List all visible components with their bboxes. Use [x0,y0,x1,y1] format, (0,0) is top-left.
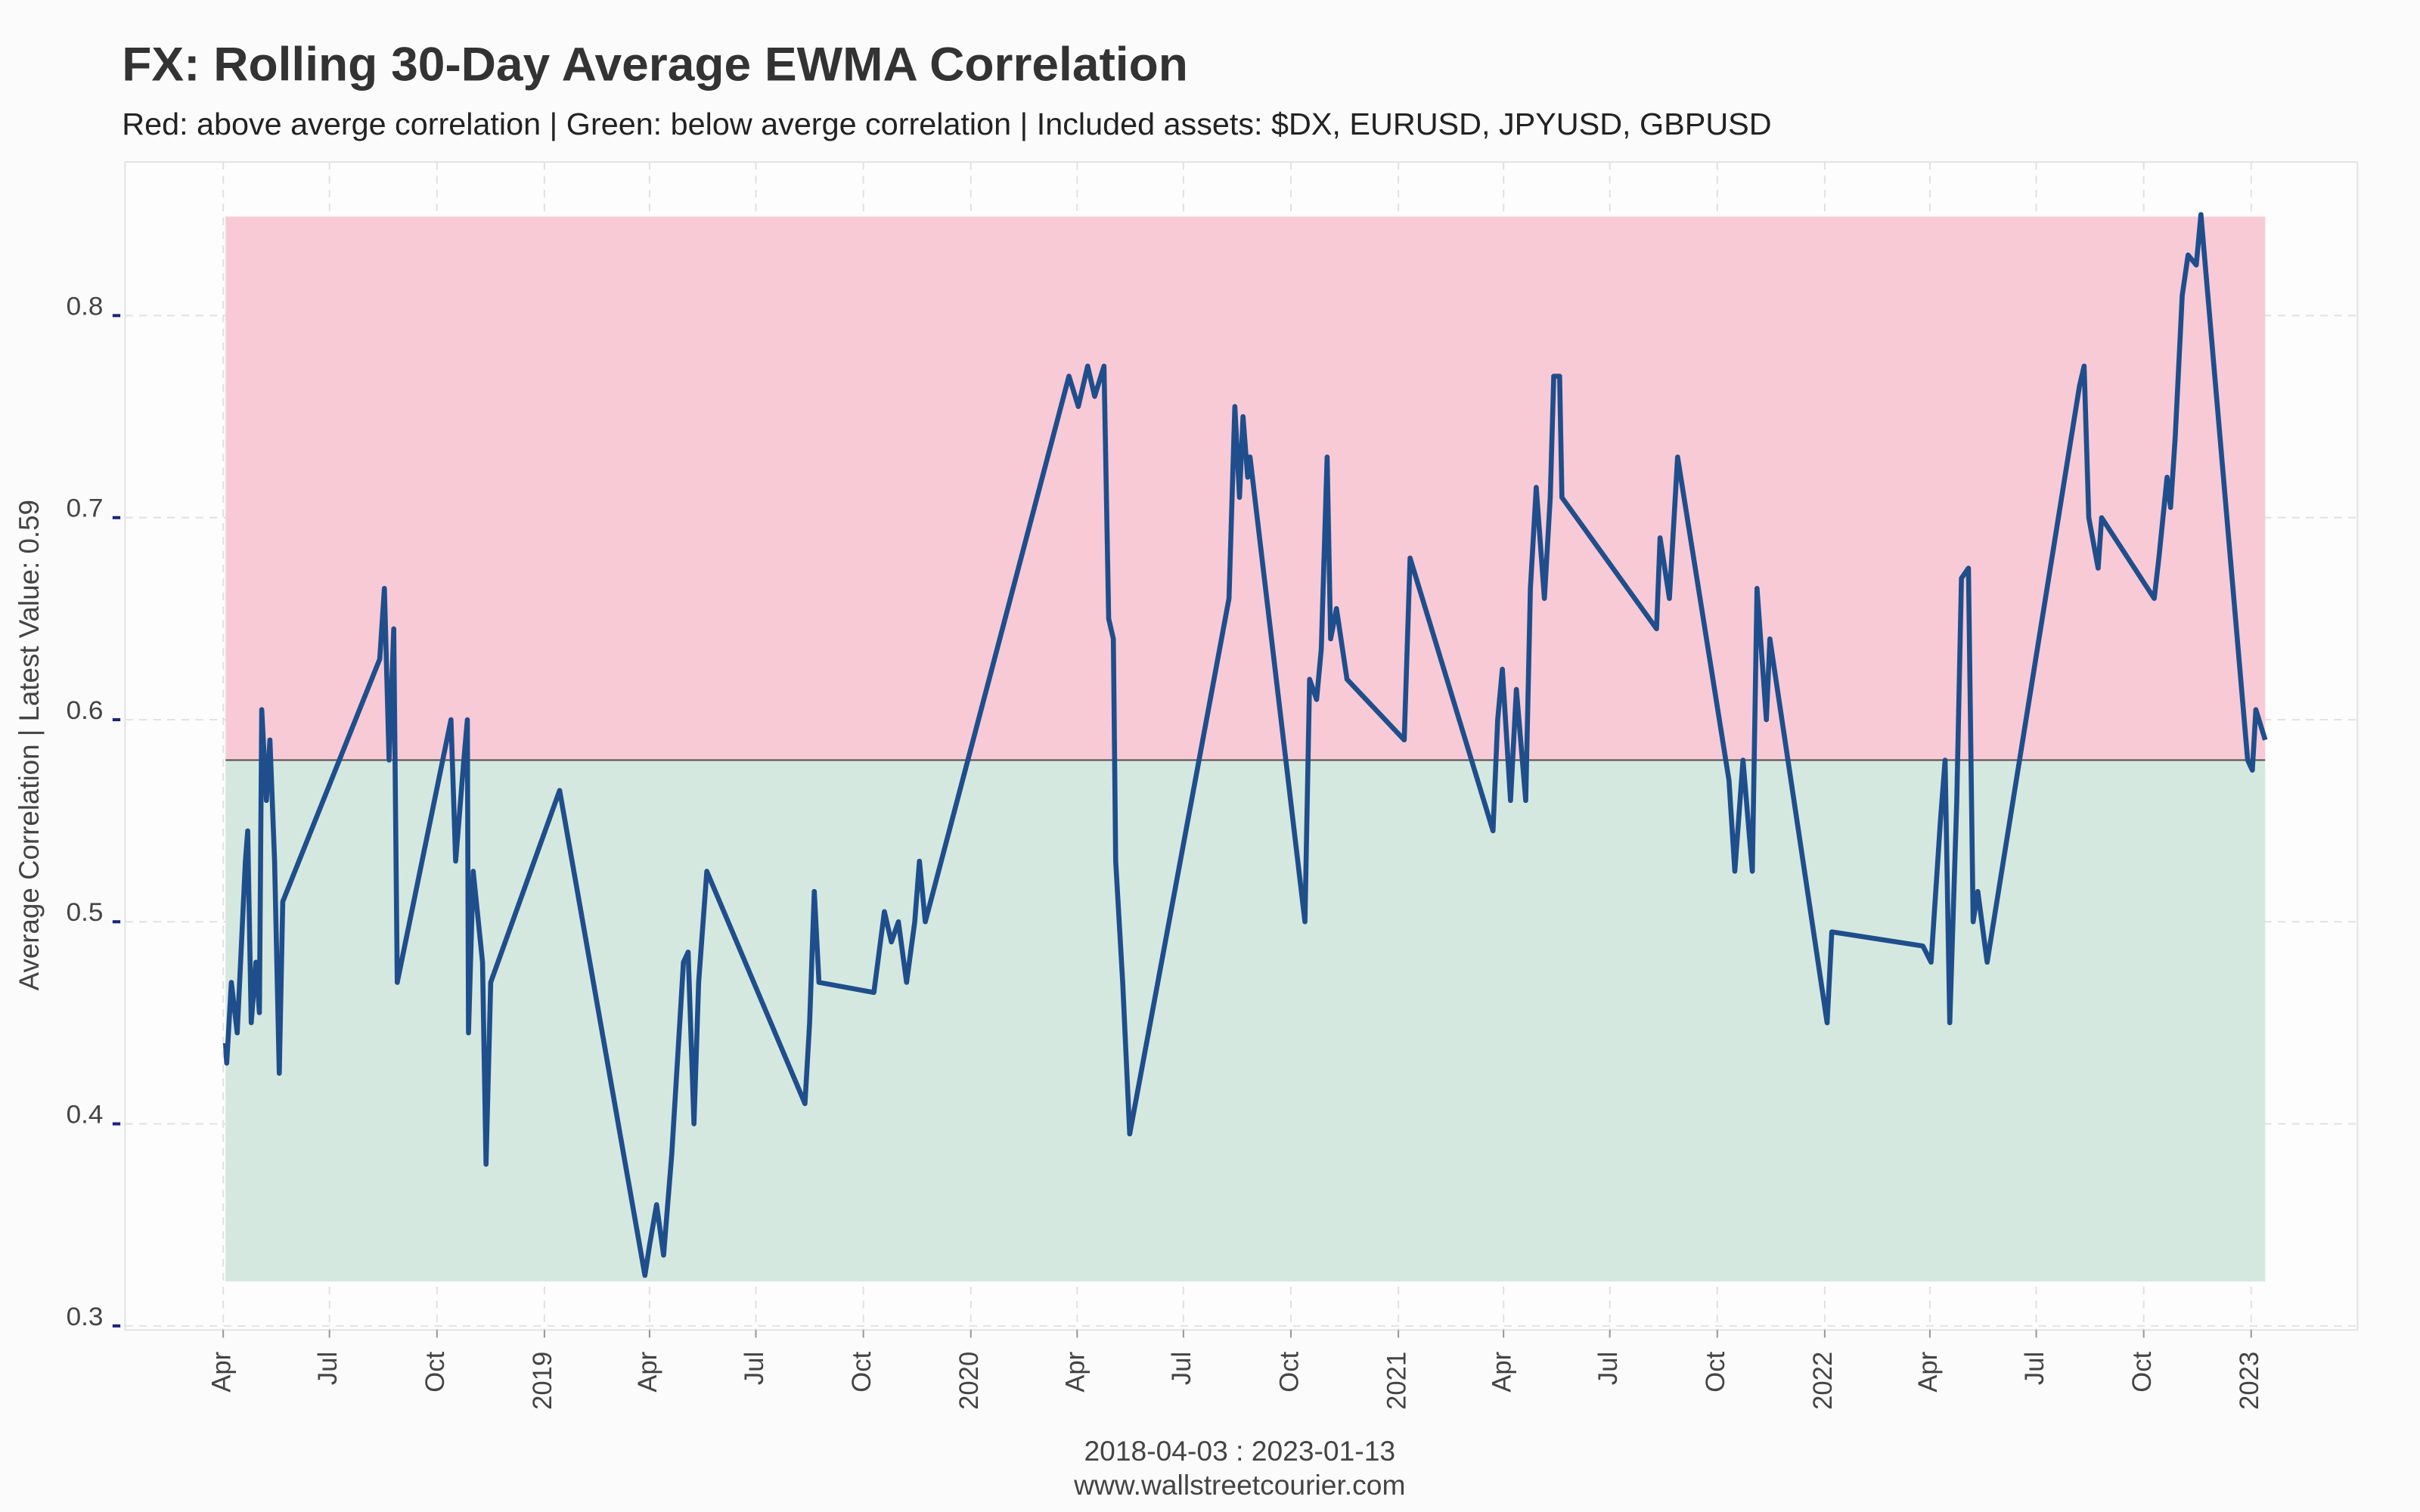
x-tick-label: Apr [1060,1351,1090,1392]
x-tick-label: Jul [2020,1352,2049,1385]
y-tick-label: 0.6 [67,696,104,725]
x-tick-label: 2022 [1808,1352,1838,1410]
y-tick-label: 0.7 [67,494,104,523]
x-tick-label: Apr [633,1351,662,1392]
bands [225,216,2266,1282]
chart-title: FX: Rolling 30-Day Average EWMA Correlat… [122,38,1188,91]
x-axis-label: 2018-04-03 : 2023-01-13 [1084,1436,1395,1467]
x-tick-label: Jul [1167,1352,1196,1385]
y-tick-label: 0.5 [67,897,104,927]
y-tick-label: 0.8 [67,292,104,321]
y-axis-label: Average Correlation | Latest Value: 0.59 [14,500,45,990]
y-tick-label: 0.4 [67,1100,104,1129]
x-tick-label: Apr [1913,1351,1943,1392]
line-series [222,212,2268,1278]
y-tick-label: 0.3 [67,1302,104,1331]
x-tick-label: 2019 [528,1352,557,1410]
x-tick-label: Oct [847,1351,876,1392]
x-tick-label: Jul [1593,1352,1623,1385]
x-tick-label: Apr [1487,1351,1516,1392]
chart-subtitle: Red: above averge correlation | Green: b… [122,107,1771,141]
x-tick-label: 2023 [2235,1352,2264,1410]
x-tick-label: Oct [2127,1351,2157,1392]
caption: www.wallstreetcourier.com [1073,1470,1405,1501]
x-tick-label: Jul [740,1352,769,1385]
x-tick-label: Oct [1701,1351,1730,1392]
x-tick-label: Apr [206,1351,236,1392]
band [225,760,2266,1282]
x-tick-label: Jul [313,1352,343,1385]
x-tick-label: Oct [1274,1351,1304,1392]
marks [222,212,2268,1278]
x-tick-label: 2021 [1382,1352,1411,1410]
x-tick-label: Oct [420,1351,450,1392]
x-tick-label: 2020 [954,1352,984,1410]
band [225,216,2266,761]
